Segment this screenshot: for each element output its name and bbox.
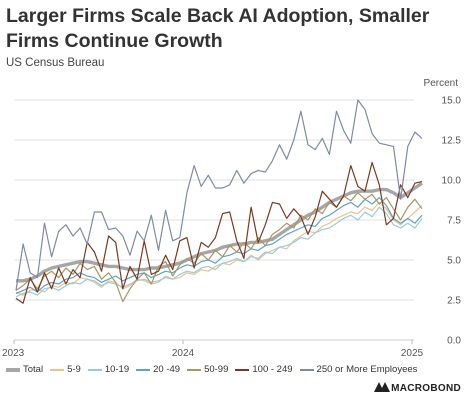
- legend: Total 5-9 10-19 20 -49 50-99 100 - 249 250 or …: [6, 364, 424, 375]
- y-tick-label: 10.0: [442, 176, 462, 187]
- y-tick-label: 15.0: [442, 96, 462, 107]
- legend-swatch: [187, 368, 202, 371]
- series-line-5-9: [15, 201, 423, 296]
- legend-swatch: [136, 368, 151, 371]
- x-axis: 2023 2024 2025: [2, 339, 424, 359]
- x-tick-label: 2024: [172, 348, 195, 359]
- y-tick-label: 7.5: [447, 216, 461, 227]
- legend-label: 20 -49: [153, 364, 181, 375]
- legend-swatch: [87, 368, 102, 371]
- series-line-10-19: [15, 206, 423, 298]
- legend-item: Total: [6, 364, 43, 375]
- legend-item: 20 -49: [136, 364, 180, 375]
- legend-item: 50-99: [187, 364, 228, 375]
- macrobond-mark-icon: [374, 382, 391, 395]
- x-tick-label: 2025: [401, 348, 424, 359]
- chart-title: Larger Firms Scale Back AI Adoption, Sma…: [6, 5, 430, 52]
- y-tick-label: 5.0: [447, 256, 461, 267]
- chart-subtitle: US Census Bureau: [6, 57, 105, 69]
- legend-label: 250 or More Employees: [316, 364, 418, 375]
- legend-item: 5-9: [50, 364, 81, 375]
- macrobond-logo: MACROBOND: [374, 382, 461, 395]
- legend-label: 50-99: [204, 364, 229, 375]
- y-tick-label: 12.5: [442, 136, 462, 147]
- brand-name: MACROBOND: [391, 383, 461, 394]
- x-tick-label: 2023: [2, 348, 25, 359]
- legend-item: 250 or More Employees: [299, 364, 418, 375]
- legend-swatch: [299, 368, 314, 371]
- y-tick-label: 2.5: [447, 296, 461, 307]
- legend-swatch: [235, 368, 250, 371]
- legend-swatch: [50, 368, 65, 371]
- y-axis: 0.0 2.5 5.0 7.5 10.0 12.5 15.0: [442, 96, 462, 347]
- legend-swatch: [6, 367, 20, 372]
- legend-item: 10-19: [87, 364, 130, 375]
- y-axis-unit-label: Percent: [423, 78, 458, 89]
- grid-lines: [14, 99, 414, 341]
- legend-label: 5-9: [67, 364, 81, 375]
- legend-label: 10-19: [104, 364, 130, 375]
- y-tick-label: 0.0: [447, 336, 461, 347]
- series-line-50-99: [15, 192, 423, 303]
- series-line-100-249: [15, 161, 423, 304]
- series-layer: [15, 99, 423, 304]
- legend-label: 100 - 249: [252, 364, 293, 375]
- legend-item: 100 - 249: [235, 364, 293, 375]
- series-line-250-or-more-employees: [15, 99, 423, 291]
- series-line-20-49: [15, 197, 423, 295]
- legend-label: Total: [23, 364, 44, 375]
